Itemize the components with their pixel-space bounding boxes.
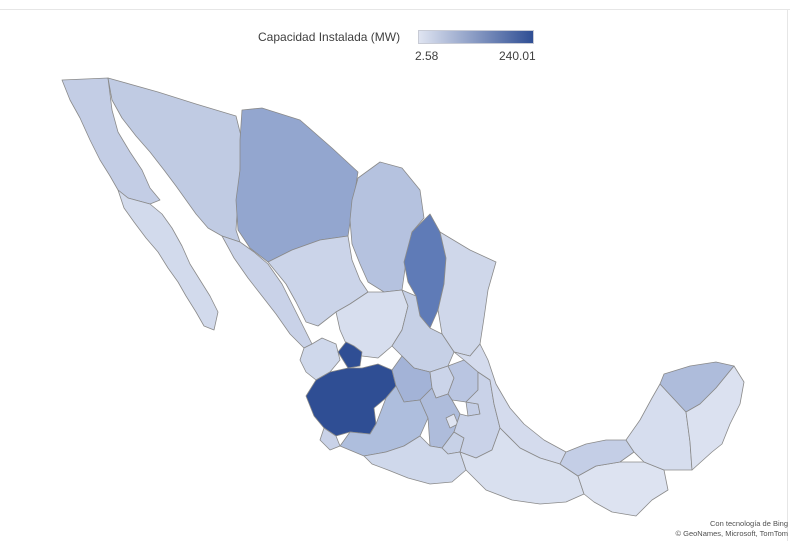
state-colima[interactable] [319,427,341,451]
attribution-line-1: Con tecnología de Bing [710,519,788,528]
state-chiapas[interactable] [577,461,669,517]
state-nuevo-leon[interactable] [403,213,447,329]
right-border [787,9,788,541]
legend-title: Capacidad Instalada (MW) [258,30,401,44]
state-tamaulipas[interactable] [437,231,497,357]
legend-color-scale [418,30,534,44]
state-baja-california-sur[interactable] [117,189,219,331]
top-border [0,9,790,10]
map-attribution: Con tecnología de Bing © GeoNames, Micro… [668,519,789,539]
state-sonora[interactable] [107,77,243,243]
legend-max-label: 240.01 [499,49,536,63]
state-nayarit[interactable] [299,337,341,381]
attribution-line-2: © GeoNames, Microsoft, TomTom [675,529,789,538]
state-quintana-roo[interactable] [685,365,745,471]
legend-min-label: 2.58 [415,49,439,63]
state-tabasco[interactable] [559,439,635,477]
